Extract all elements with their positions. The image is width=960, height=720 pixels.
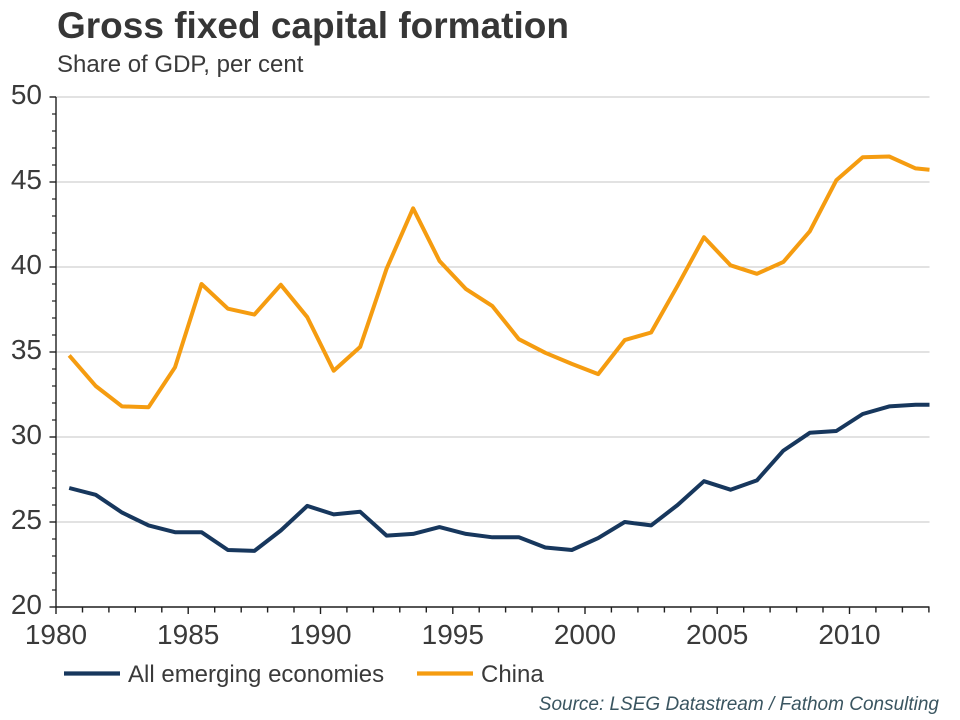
svg-text:40: 40	[11, 249, 42, 280]
svg-text:2000: 2000	[554, 619, 616, 650]
svg-text:Source: LSEG Datastream / Fath: Source: LSEG Datastream / Fathom Consult…	[539, 694, 940, 715]
svg-text:1980: 1980	[25, 619, 87, 650]
svg-text:25: 25	[11, 504, 42, 535]
svg-text:1985: 1985	[157, 619, 219, 650]
svg-text:1995: 1995	[422, 619, 484, 650]
svg-text:2005: 2005	[686, 619, 748, 650]
svg-text:Share of GDP, per cent: Share of GDP, per cent	[57, 51, 304, 78]
svg-text:30: 30	[11, 419, 42, 450]
svg-text:China: China	[481, 661, 544, 688]
svg-text:1990: 1990	[289, 619, 351, 650]
svg-text:Gross fixed capital formation: Gross fixed capital formation	[57, 5, 569, 46]
svg-text:50: 50	[11, 79, 42, 110]
svg-text:45: 45	[11, 164, 42, 195]
svg-text:20: 20	[11, 589, 42, 620]
svg-text:2010: 2010	[818, 619, 880, 650]
svg-text:35: 35	[11, 334, 42, 365]
svg-text:All emerging economies: All emerging economies	[128, 661, 384, 688]
